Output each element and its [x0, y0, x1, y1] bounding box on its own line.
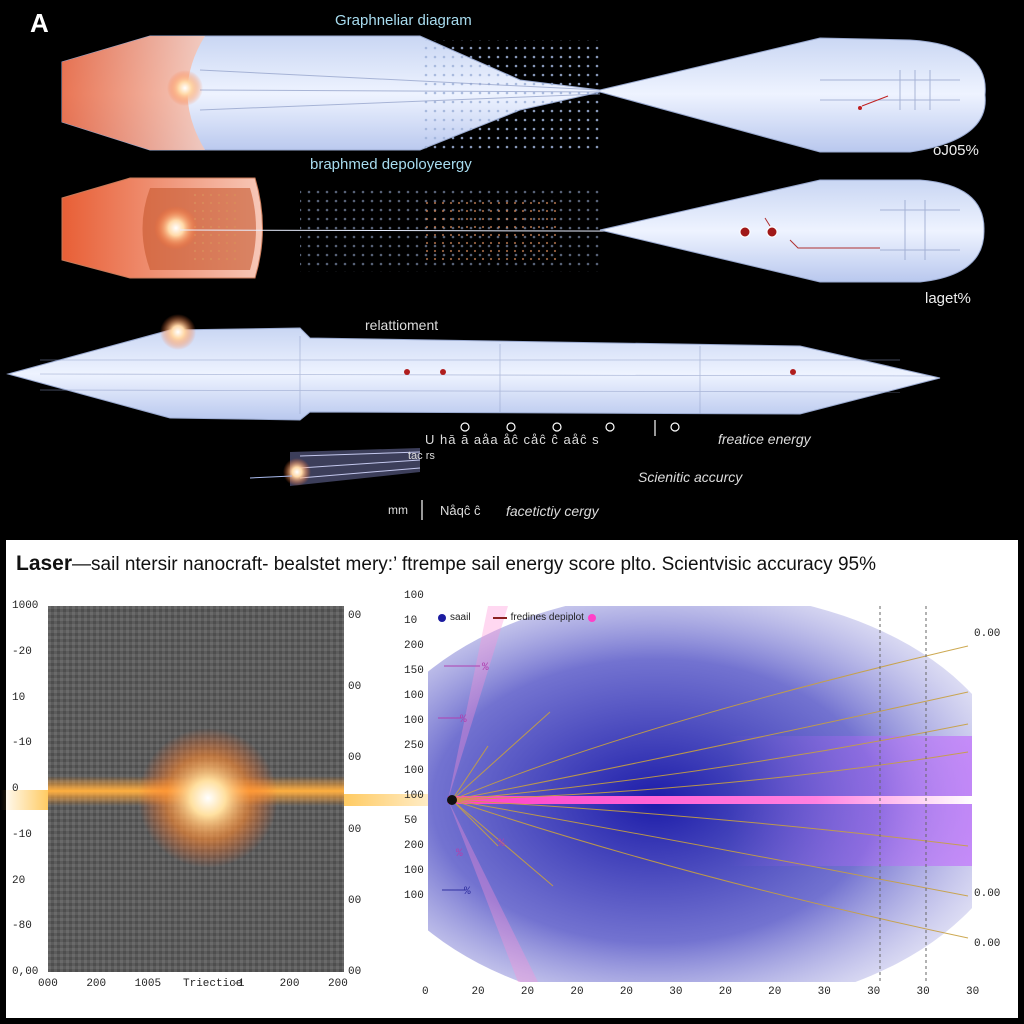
- right-y-tick: 250: [404, 740, 424, 752]
- right-x-tick: 30: [916, 986, 930, 998]
- probe-illustration: [249, 448, 421, 486]
- percent-label: %: [498, 838, 505, 850]
- left-x-tick: 200: [279, 978, 300, 990]
- sail-marker: [447, 795, 457, 805]
- legend-depth-swatch: [492, 616, 507, 619]
- faceticty-cergy-label: facetictiy cergy: [506, 503, 599, 519]
- probe-label: tac rs: [408, 450, 435, 462]
- right-y-tick: 100: [404, 790, 424, 802]
- left-x-tick: -1: [231, 978, 245, 990]
- right-x-tick: 30: [867, 986, 881, 998]
- reatice-energy-label: freatice energy: [718, 431, 811, 447]
- right-axis-tick: 0.00: [974, 888, 1001, 900]
- beam-connector: [344, 794, 444, 806]
- right-y-tick: 150: [404, 665, 424, 677]
- plot-title-prefix: Laser: [16, 552, 73, 575]
- right-y-tick: 10: [404, 615, 418, 627]
- left-right-tick: 00: [348, 752, 362, 765]
- beam-left-glow: [0, 790, 48, 810]
- sail-diagram-2: [61, 177, 985, 283]
- left-y-tick: 1000: [12, 600, 39, 612]
- left-y-tick: 0,00: [12, 966, 39, 978]
- scientific-accuracy-label: Scienitic accurcy: [638, 469, 743, 485]
- right-y-tick: 100: [404, 890, 424, 902]
- legend-sail-swatch: [438, 613, 446, 622]
- right-y-tick: 100: [404, 690, 424, 702]
- left-right-tick: 00: [348, 966, 362, 978]
- left-x-tick: 1005: [134, 978, 162, 990]
- right-x-tick: 30: [669, 986, 683, 998]
- sail-diagram-canvas: [6, 35, 986, 520]
- laser-beam-line: [448, 796, 972, 804]
- left-y-tick: 10: [12, 691, 26, 704]
- right-y-tick: 100: [404, 765, 424, 777]
- plot-legend: saail fredines depiplot: [438, 612, 596, 623]
- right-plot: [428, 606, 972, 982]
- right-x-tick: 20: [471, 986, 485, 998]
- right-y-tick: 200: [404, 840, 424, 852]
- legend-beam-swatch: [587, 613, 596, 622]
- trajectory-curves: [451, 645, 969, 939]
- panel-letter: A: [30, 8, 49, 38]
- left-right-tick: 00: [348, 894, 362, 907]
- left-y-tick: -10: [12, 828, 32, 841]
- sail-diagram-1: [61, 35, 986, 153]
- diagram-3-title: relattioment: [365, 317, 439, 333]
- left-y-tick: 0: [12, 783, 19, 795]
- right-x-tick: 20: [570, 986, 584, 998]
- right-x-tick: 30: [817, 986, 831, 998]
- sail-diagram-3: [6, 314, 941, 421]
- right-x-tick: 0: [422, 986, 429, 998]
- left-y-tick: -10: [12, 737, 32, 750]
- right-axis-tick: 0.00: [974, 628, 1001, 640]
- left-y-tick: -20: [12, 645, 32, 658]
- bottom-symbols: Nåqĉ ĉ: [440, 503, 481, 518]
- right-y-tick: 200: [404, 640, 424, 652]
- legend-sail-label: saail: [450, 612, 471, 623]
- left-right-tick: 00: [348, 823, 362, 836]
- left-x-tick: 200: [86, 978, 107, 990]
- diagram-2-value: laget%: [925, 290, 971, 307]
- diagram-2-title: braphmed depoloyeergy: [310, 156, 472, 173]
- right-y-tick: 100: [404, 590, 424, 602]
- right-x-tick: 20: [520, 986, 535, 998]
- heat-spot: [138, 728, 278, 868]
- left-x-tick: Triectice: [183, 978, 243, 990]
- formula-text: U hā ā aåa åĉ cåĉ ĉ aåĉ s: [425, 432, 600, 447]
- right-x-tick: 20: [718, 986, 732, 998]
- left-right-tick: 00: [348, 610, 362, 622]
- plot-title: Laser—sail ntersir nanocraft- bealstet m…: [16, 552, 876, 576]
- right-x-tick: 20: [619, 986, 634, 998]
- diagram-1-value: oJ05%: [933, 142, 979, 159]
- annotation-markers: [421, 420, 680, 520]
- percent-label: %: [464, 886, 471, 898]
- right-x-tick: 30: [966, 986, 980, 998]
- mm-label: mm: [388, 503, 408, 517]
- right-x-tick: 20: [768, 986, 782, 998]
- right-y-tick: 50: [404, 815, 418, 827]
- diagram-1-title: Graphneliar diagram: [335, 12, 472, 29]
- plot-title-rest: —sail ntersir nanocraft- bealstet mery:’…: [72, 554, 876, 575]
- right-y-tick: 100: [404, 865, 424, 877]
- left-x-tick: 000: [38, 978, 58, 990]
- right-y-tick: 100: [404, 715, 424, 727]
- left-x-tick: 200: [328, 978, 348, 990]
- left-y-tick: 20: [12, 874, 26, 887]
- percent-label: %: [456, 848, 463, 860]
- right-axis-tick: 0.00: [974, 938, 1001, 950]
- legend-depth-label: fredines depiplot: [510, 612, 584, 623]
- percent-label: %: [460, 714, 467, 726]
- left-y-tick: -80: [12, 920, 32, 933]
- percent-label: %: [482, 662, 489, 674]
- left-heatmap: [48, 606, 344, 972]
- left-right-tick: 00: [348, 681, 362, 694]
